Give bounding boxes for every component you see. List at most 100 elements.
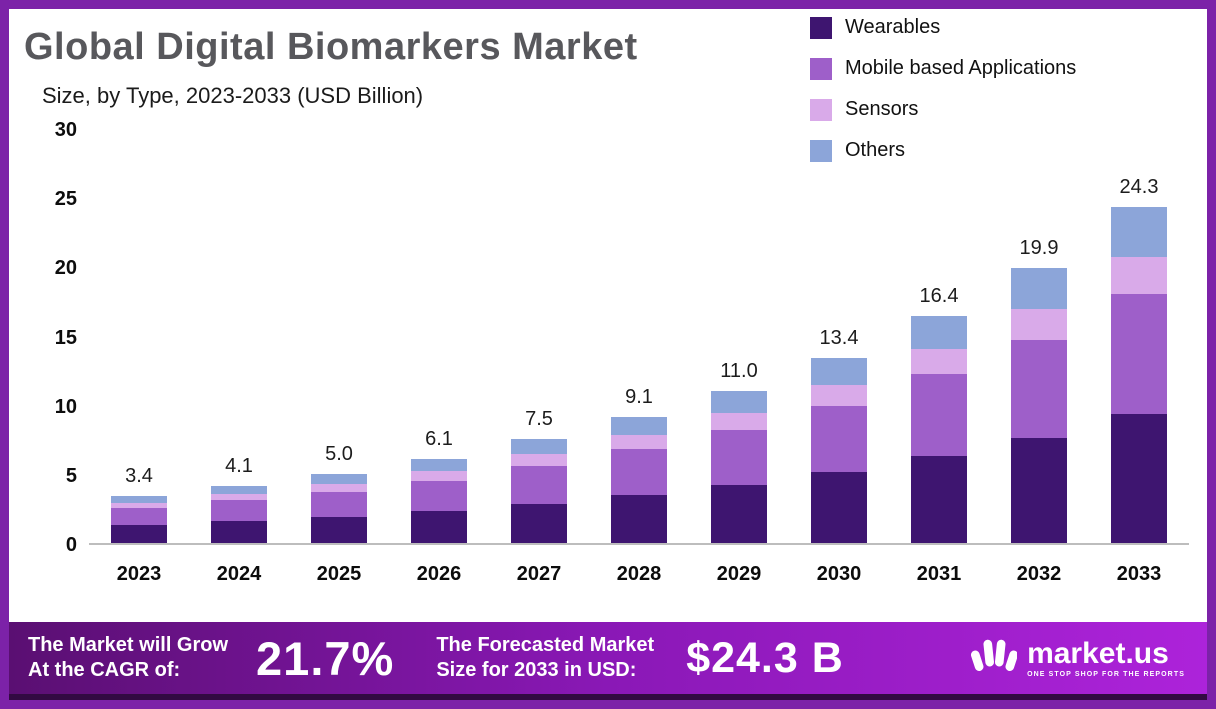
x-axis-label-2026: 2026 <box>416 563 462 585</box>
x-axis-label-2032: 2032 <box>1016 563 1062 585</box>
x-axis-label-2023: 2023 <box>116 563 162 585</box>
bar-total-label-2033: 24.3 <box>1119 175 1159 198</box>
bar-group-2025: 5.0 <box>289 443 389 543</box>
x-axis-label-2024: 2024 <box>216 563 262 585</box>
bar-segment-mobile-based-applications <box>1011 339 1067 438</box>
bar-segment-others <box>511 439 567 455</box>
footer-bottom-strip <box>9 694 1207 700</box>
bar-segment-mobile-based-applications <box>311 491 367 517</box>
bar-total-label-2024: 4.1 <box>225 455 253 478</box>
bar-total-label-2027: 7.5 <box>525 408 553 431</box>
bar-segment-sensors <box>911 349 967 375</box>
bar-stack-2033 <box>1111 206 1167 543</box>
bar-total-label-2029: 11.0 <box>720 359 758 382</box>
bar-segment-mobile-based-applications <box>711 429 767 485</box>
bar-segment-sensors <box>1111 256 1167 295</box>
bar-series-container: 3.4 4.1 5.0 6.1 7.5 9.1 11.0 13.4 16.4 19.9 24.3 <box>89 130 1189 543</box>
forecast-value: $24.3 B <box>686 633 844 682</box>
bar-segment-mobile-based-applications <box>511 466 567 504</box>
bar-segment-others <box>811 357 867 386</box>
bar-segment-wearables <box>911 455 967 543</box>
bar-group-2032: 19.9 <box>989 237 1089 543</box>
bar-segment-sensors <box>1011 309 1067 340</box>
market-us-logo: market.us ONE STOP SHOP FOR THE REPORTS <box>971 636 1185 681</box>
bar-segment-sensors <box>211 493 267 501</box>
bar-total-label-2023: 3.4 <box>125 465 153 487</box>
bar-segment-sensors <box>511 454 567 467</box>
bar-segment-sensors <box>811 385 867 407</box>
y-tick-label-10: 10 <box>54 395 77 418</box>
chart-legend: Wearables Mobile based Applications Sensor… <box>810 16 1076 180</box>
bar-stack-2032 <box>1011 267 1067 543</box>
x-axis-label-2025: 2025 <box>316 563 362 585</box>
bar-segment-sensors <box>411 471 467 481</box>
forecast-label: The Forecasted Market Size for 2033 in U… <box>436 633 654 683</box>
bar-stack-2025 <box>311 473 367 543</box>
bar-segment-mobile-based-applications <box>1111 294 1167 415</box>
y-tick-label-15: 15 <box>54 326 77 349</box>
forecast-label-line2: Size for 2033 in USD: <box>436 659 637 681</box>
bar-segment-wearables <box>511 503 567 543</box>
bar-segment-wearables <box>611 494 667 543</box>
bar-total-label-2032: 19.9 <box>1019 236 1059 259</box>
legend-label: Sensors <box>845 98 919 120</box>
market-us-paw-icon <box>971 636 1019 681</box>
bar-stack-2026 <box>411 458 467 543</box>
bar-segment-others <box>1011 267 1067 310</box>
bar-segment-wearables <box>811 472 867 543</box>
legend-item-sensors: Sensors <box>810 98 1076 121</box>
bar-segment-wearables <box>411 511 467 543</box>
bar-total-label-2028: 9.1 <box>625 386 653 409</box>
forecast-label-line1: The Forecasted Market <box>436 634 655 656</box>
x-axis-label-2029: 2029 <box>716 563 762 585</box>
bar-segment-others <box>911 316 967 350</box>
legend-label: Mobile based Applications <box>845 57 1077 79</box>
y-tick-label-20: 20 <box>54 257 77 280</box>
x-axis-label-2033: 2033 <box>1116 563 1162 585</box>
cagr-value: 21.7% <box>256 631 395 685</box>
bar-total-label-2025: 5.0 <box>325 442 353 465</box>
bar-segment-wearables <box>211 520 267 543</box>
legend-swatch-icon <box>810 139 832 162</box>
bar-stack-2030 <box>811 357 867 543</box>
bar-segment-others <box>211 486 267 494</box>
bar-segment-wearables <box>111 525 167 543</box>
bar-segment-wearables <box>711 484 767 543</box>
bar-group-2026: 6.1 <box>389 428 489 543</box>
bar-stack-2024 <box>211 486 267 543</box>
bar-segment-sensors <box>111 502 167 509</box>
cagr-label-line2: At the CAGR of: <box>28 659 181 681</box>
legend-label: Others <box>845 139 906 161</box>
bar-stack-2023 <box>111 496 167 543</box>
bar-group-2027: 7.5 <box>489 408 589 543</box>
bar-stack-2028 <box>611 417 667 543</box>
x-axis-label-2030: 2030 <box>816 563 862 585</box>
legend-label: Wearables <box>845 16 941 38</box>
cagr-label-line1: The Market will Grow <box>28 634 229 656</box>
bar-group-2030: 13.4 <box>789 327 889 543</box>
bar-total-label-2030: 13.4 <box>819 326 859 349</box>
bar-group-2031: 16.4 <box>889 285 989 543</box>
bar-segment-sensors <box>711 412 767 430</box>
page-subtitle: Size, by Type, 2023-2033 (USD Billion) <box>42 83 424 108</box>
y-axis: 0 5 10 15 20 25 30 <box>25 119 77 556</box>
bar-stack-2031 <box>911 316 967 543</box>
bar-group-2028: 9.1 <box>589 386 689 543</box>
bar-segment-wearables <box>1111 414 1167 543</box>
bar-segment-mobile-based-applications <box>811 406 867 473</box>
bar-segment-others <box>111 496 167 503</box>
bar-group-2033: 24.3 <box>1089 176 1189 543</box>
legend-swatch-icon <box>810 98 832 121</box>
bar-segment-mobile-based-applications <box>211 500 267 521</box>
bar-total-label-2031: 16.4 <box>919 285 959 308</box>
page-title: Global Digital Biomarkers Market <box>24 26 638 68</box>
bar-total-label-2026: 6.1 <box>425 427 453 450</box>
y-tick-label-5: 5 <box>65 464 77 487</box>
brand-tagline: ONE STOP SHOP FOR THE REPORTS <box>1027 670 1185 678</box>
x-axis: 2023 2024 2025 2026 2027 2028 2029 2030 2031 2032… <box>89 563 1189 586</box>
bar-segment-others <box>411 458 467 472</box>
bar-segment-mobile-based-applications <box>411 480 467 512</box>
x-axis-label-2031: 2031 <box>916 563 962 585</box>
y-tick-label-0: 0 <box>65 534 77 556</box>
